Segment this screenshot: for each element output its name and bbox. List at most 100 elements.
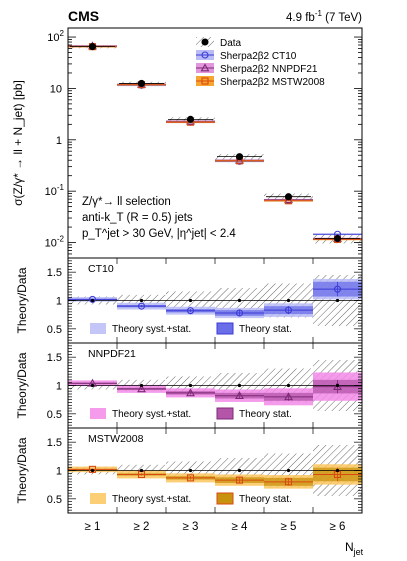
ratio-y-tick-label: 1 [56,381,62,393]
ratio-y-axis-label: Theory/Data [15,267,29,333]
theory-point [235,155,244,164]
ratio-point [88,465,97,473]
lumi-value: 4.9 fb [286,12,315,24]
ratio-y-tick-label: 1 [56,296,62,308]
data-ratio-point [335,298,340,303]
ratio-point [235,476,244,484]
x-tick-label: ≥ 6 [330,521,346,533]
data-ratio-point [188,298,193,303]
data-point [88,43,97,51]
selection-annotation: Z/γ*→ ll selection [82,196,171,208]
data-ratio-point [237,468,242,473]
ratio-legend-swatch-stat [216,492,234,505]
ratio-point [137,302,146,310]
ratio-y-axis-label: Theory/Data [15,437,29,503]
ratio-panel-mstw2008: 0.5 1 1.5 MSTW2008 Theory/Data Theory syst.+s… [15,427,363,514]
legend-marker-data [201,38,209,46]
ratio-legend-label: Theory syst.+stat. [112,494,191,505]
ratio-y-tick-label: 0.5 [47,324,62,336]
ratio-point [186,307,195,315]
selection-annotation: anti-k_T (R = 0.5) jets [82,212,193,224]
x-axis-title-main: N [345,540,354,554]
ratio-legend-swatch-syst [90,408,106,419]
ratio-legend-swatch-stat [216,322,234,335]
y-tick-label: 10 [50,83,62,95]
x-axis-title-sub: jet [353,547,364,557]
data-ratio-point [188,383,193,388]
ratio-y-tick-label: 0.5 [47,409,62,421]
x-tick-label: ≥ 5 [281,521,297,533]
ratio-point [186,474,195,482]
ratio-point [333,382,342,390]
data-ratio-point [90,383,95,388]
data-ratio-point [237,298,242,303]
x-tick-label: ≥ 1 [85,521,101,533]
ratio-point [186,388,195,397]
data-point [284,193,293,201]
y-tick-label: 10-2 [45,235,65,250]
x-tick-label: ≥ 4 [232,521,249,533]
ratio-y-tick-label: 1.5 [47,437,62,449]
ratio-y-tick-label: 1 [56,466,62,478]
ratio-point [284,478,293,486]
data-ratio-point [286,298,291,303]
data-ratio-point [335,468,340,473]
ratio-y-tick-label: 0.5 [47,494,62,506]
legend-label: Sherpa2β2 NNPDF21 [220,64,318,75]
y-tick-label: 10-1 [45,183,65,198]
data-ratio-point [286,468,291,473]
ratio-point [88,295,97,303]
ratio-point [284,392,293,401]
data-ratio-point [188,468,193,473]
main-y-axis-label: σ(Z/γ* → ll + N_jet) [pb] [11,80,25,206]
legend-marker [201,77,209,85]
ratio-point [137,384,146,393]
data-point [333,234,342,243]
cms-label: CMS [68,8,99,24]
ratio-point [333,285,342,293]
ratio-point [284,306,293,314]
legend-marker [201,51,209,59]
ratio-legend-label: Theory syst.+stat. [112,324,191,335]
data-ratio-point [90,468,95,473]
ratio-point [235,309,244,317]
ratio-legend-swatch-syst [90,493,106,504]
selection-annotation: p_T^jet > 30 GeV, |η^jet| < 2.4 [82,228,236,240]
x-axis-title: Njet [345,540,364,557]
lumi-label: 4.9 fb-1 (7 TeV) [286,9,362,24]
ratio-legend-swatch-syst [90,323,106,334]
ratio-legend-swatch-stat [216,407,234,420]
legend-label: Sherpa2β2 MSTW2008 [220,77,325,88]
ratio-legend-label: Theory stat. [239,324,292,335]
data-ratio-point [335,383,340,388]
ratio-panel-title: MSTW2008 [88,433,144,445]
data-ratio-point [237,383,242,388]
energy-value: (7 TeV) [325,12,362,24]
ratio-legend-label: Theory stat. [239,494,292,505]
ratio-legend-label: Theory stat. [239,409,292,420]
legend-label: Data [220,38,242,49]
lumi-exponent: -1 [315,9,323,18]
ratio-point [235,391,244,400]
data-ratio-point [139,468,144,473]
y-tick-label: 102 [47,29,64,44]
ratio-legend-label: Theory syst.+stat. [112,409,191,420]
ratio-panel-nnpdf21: 0.5 1 1.5 NNPDF21 Theory/Data Theory syst.+st… [15,342,363,429]
data-ratio-point [139,383,144,388]
ratio-panel-title: CT10 [88,263,114,275]
ratio-panel-title: NNPDF21 [88,348,136,360]
y-tick-label: 1 [56,135,62,147]
data-ratio-point [90,298,95,303]
x-tick-label: ≥ 3 [183,521,199,533]
legend-marker [200,63,210,72]
ratio-y-tick-label: 1.5 [47,267,62,279]
data-point [137,79,146,87]
data-ratio-point [139,298,144,303]
x-axis: ≥ 1 ≥ 2 ≥ 3 ≥ 4 ≥ 5 ≥ 6 [85,521,346,533]
data-point [235,153,244,161]
data-point [186,115,195,123]
main-panel: 10-2 10-1 1 10 102 σ(Z/γ* → ll + N_jet) [pb] D… [11,27,363,259]
x-tick-label: ≥ 2 [134,521,150,533]
ratio-panel-ct10: 0.5 1 1.5 CT10 Theory/Data Theory syst.+stat.… [15,257,363,344]
